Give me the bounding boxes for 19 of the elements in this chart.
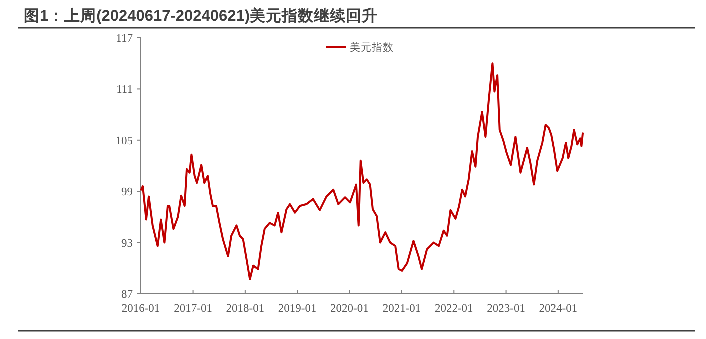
- x-tick-label: 2021-01: [382, 303, 422, 315]
- y-tick-label: 111: [116, 84, 134, 96]
- legend-label: 美元指数: [350, 41, 394, 54]
- x-tick-label: 2018-01: [226, 303, 265, 315]
- x-tick-label: 2024-01: [539, 303, 578, 315]
- x-tick-label: 2023-01: [487, 303, 526, 315]
- y-tick-label: 117: [116, 33, 134, 45]
- line-series: [140, 62, 584, 280]
- legend: 美元指数: [326, 43, 394, 54]
- x-tick-label: 2019-01: [278, 303, 317, 315]
- y-tick-label: 93: [122, 238, 134, 250]
- x-tick-label: 2016-01: [122, 303, 160, 315]
- x-tick-label: 2020-01: [330, 303, 370, 315]
- x-tick-label: 2017-01: [174, 303, 213, 315]
- y-tick-label: 105: [116, 135, 134, 148]
- chart-title: 图1：上周(20240617-20240621)美元指数继续回升: [24, 6, 378, 25]
- y-tick-label: 87: [122, 289, 134, 301]
- y-tick-label: 99: [122, 186, 134, 199]
- x-tick-label: 2022-01: [434, 303, 474, 315]
